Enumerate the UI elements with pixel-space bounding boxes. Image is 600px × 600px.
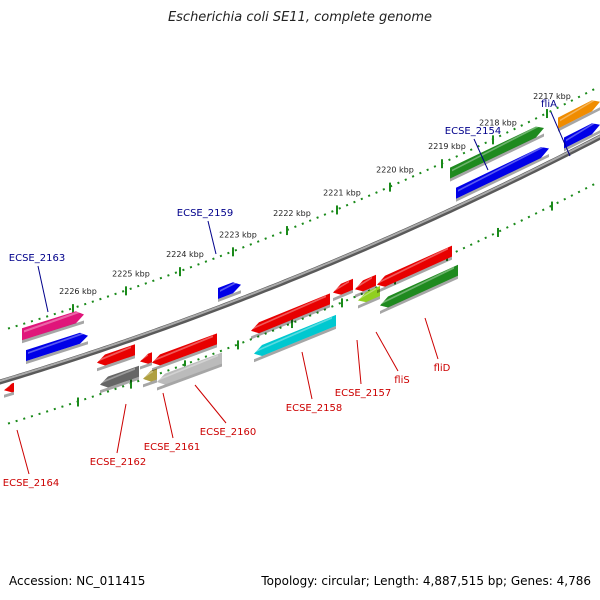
backbone-line bbox=[0, 135, 600, 383]
gene-fliA-blue bbox=[564, 121, 600, 152]
tick-label: 2218 kbp bbox=[479, 118, 517, 127]
map-title: Escherichia coli SE11, complete genome bbox=[167, 10, 433, 25]
gene-fliD-green bbox=[380, 264, 458, 314]
gene-label-ECSE_2157: ECSE_2157 bbox=[335, 388, 391, 399]
gene-label-ECSE_2160: ECSE_2160 bbox=[200, 427, 256, 438]
gene-label-ECSE_2159: ECSE_2159 bbox=[177, 208, 233, 219]
gene-ECSE_2161-cds bbox=[140, 352, 152, 370]
accession-text: Accession: NC_011415 bbox=[9, 574, 146, 588]
leader-line-ECSE_2157 bbox=[356, 339, 362, 385]
gene-label-ECSE_2164: ECSE_2164 bbox=[3, 478, 59, 489]
gene-ECSE_2163-cds bbox=[22, 310, 84, 344]
scale-track-lower bbox=[7, 181, 599, 425]
gene-ECSE_2164-cds bbox=[4, 382, 14, 398]
leader-line-fliD bbox=[424, 317, 439, 360]
gene-ECSE_2159-blue bbox=[218, 281, 241, 302]
leader-line-ECSE_2164 bbox=[16, 429, 30, 475]
leader-line-ECSE_2158 bbox=[301, 351, 313, 400]
gene-label-fliD: fliD bbox=[434, 363, 451, 374]
tick-label: 2219 kbp bbox=[428, 142, 466, 151]
leader-line-ECSE_2163 bbox=[37, 265, 49, 313]
gene-label-fliS: fliS bbox=[394, 375, 409, 386]
tick-label: 2226 kbp bbox=[59, 287, 97, 296]
tick-layer: 2226 kbp 2225 kbp 2224 kbp 2223 kbp 2222 kbp… bbox=[7, 86, 599, 425]
gene-label-ECSE_2154: ECSE_2154 bbox=[445, 126, 501, 137]
leader-line-ECSE_2159 bbox=[207, 220, 217, 255]
tick-label: 2220 kbp bbox=[376, 166, 414, 175]
gene-ECSE_2160-gray bbox=[157, 352, 222, 391]
genome-summary: Topology: circular; Length: 4,887,515 bp… bbox=[261, 574, 591, 588]
leader-line-ECSE_2162 bbox=[116, 403, 127, 454]
backbone-layer bbox=[0, 134, 600, 385]
gene-ECSE_2157-cds bbox=[333, 278, 353, 302]
leader-line-ECSE_2160 bbox=[194, 384, 227, 424]
leader-line-ECSE_2161 bbox=[162, 392, 174, 439]
gene-fliS-cds bbox=[355, 274, 376, 298]
gene-label-fliA: fliA bbox=[541, 99, 557, 110]
gene-fliS-lime bbox=[358, 286, 380, 309]
leader-line-fliA bbox=[550, 111, 571, 157]
gene-ECSE_2161-olive bbox=[143, 368, 157, 388]
scale-track-upper bbox=[7, 86, 599, 330]
gene-fliA-cds bbox=[558, 98, 600, 132]
leader-line-ECSE_2154 bbox=[473, 138, 489, 171]
gene-ECSE_2158-cds bbox=[251, 293, 330, 340]
label-layer: ECSE_2163 ECSE_2159 ECSE_2154 fliA ECSE_2164… bbox=[3, 99, 571, 489]
tick-label: 2222 kbp bbox=[273, 209, 311, 218]
gene-ECSE_2154-blue bbox=[456, 145, 549, 202]
gene-ECSE_2160-cds bbox=[152, 333, 217, 372]
gene-ECSE_2163-blue bbox=[26, 332, 88, 365]
gene-fliD-cds bbox=[377, 245, 452, 294]
gene-ECSE_2154-cds bbox=[450, 124, 544, 182]
tick-label: 2217 kbp bbox=[533, 92, 571, 101]
tick-label: 2224 kbp bbox=[166, 250, 204, 259]
gene-ECSE_2162-cds bbox=[97, 344, 135, 372]
tick-label: 2223 kbp bbox=[219, 230, 257, 239]
leader-line-fliS bbox=[375, 331, 399, 372]
gene-label-ECSE_2158: ECSE_2158 bbox=[286, 403, 342, 414]
gene-label-ECSE_2162: ECSE_2162 bbox=[90, 457, 146, 468]
gene-ECSE_2158-cyan bbox=[254, 314, 336, 363]
gene-label-ECSE_2161: ECSE_2161 bbox=[144, 442, 200, 453]
tick-label: 2221 kbp bbox=[323, 188, 361, 197]
tick-label: 2225 kbp bbox=[112, 269, 150, 278]
gene-ECSE_2162-gray bbox=[100, 365, 139, 394]
gene-label-ECSE_2163: ECSE_2163 bbox=[9, 253, 65, 264]
gene-layer bbox=[4, 98, 600, 398]
